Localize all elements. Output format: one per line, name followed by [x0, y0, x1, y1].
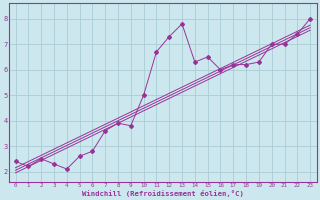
- X-axis label: Windchill (Refroidissement éolien,°C): Windchill (Refroidissement éolien,°C): [82, 190, 244, 197]
